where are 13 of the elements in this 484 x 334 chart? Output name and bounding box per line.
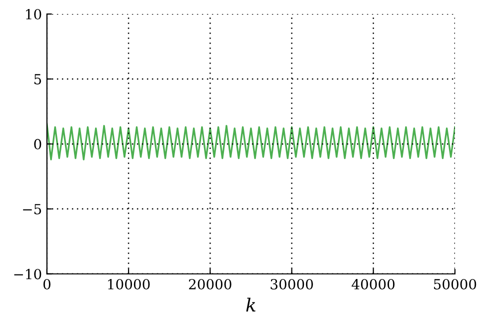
y-tick-label: −5 [23, 204, 42, 214]
x-tick-label: 40000 [352, 278, 395, 290]
y-tick-label: −10 [14, 268, 42, 280]
x-tick-label: 50000 [434, 278, 476, 290]
x-tick-label: 0 [43, 278, 50, 290]
y-tick-label: 0 [34, 138, 42, 150]
y-tick-label: 10 [26, 8, 42, 20]
y-tick-label: 5 [34, 74, 42, 84]
line-series [46, 124, 455, 160]
x-tick-label: 30000 [270, 278, 313, 290]
x-tick-label: 20000 [189, 278, 232, 290]
x-tick-label: 10000 [108, 278, 150, 290]
x-axis-title: k [246, 298, 256, 312]
